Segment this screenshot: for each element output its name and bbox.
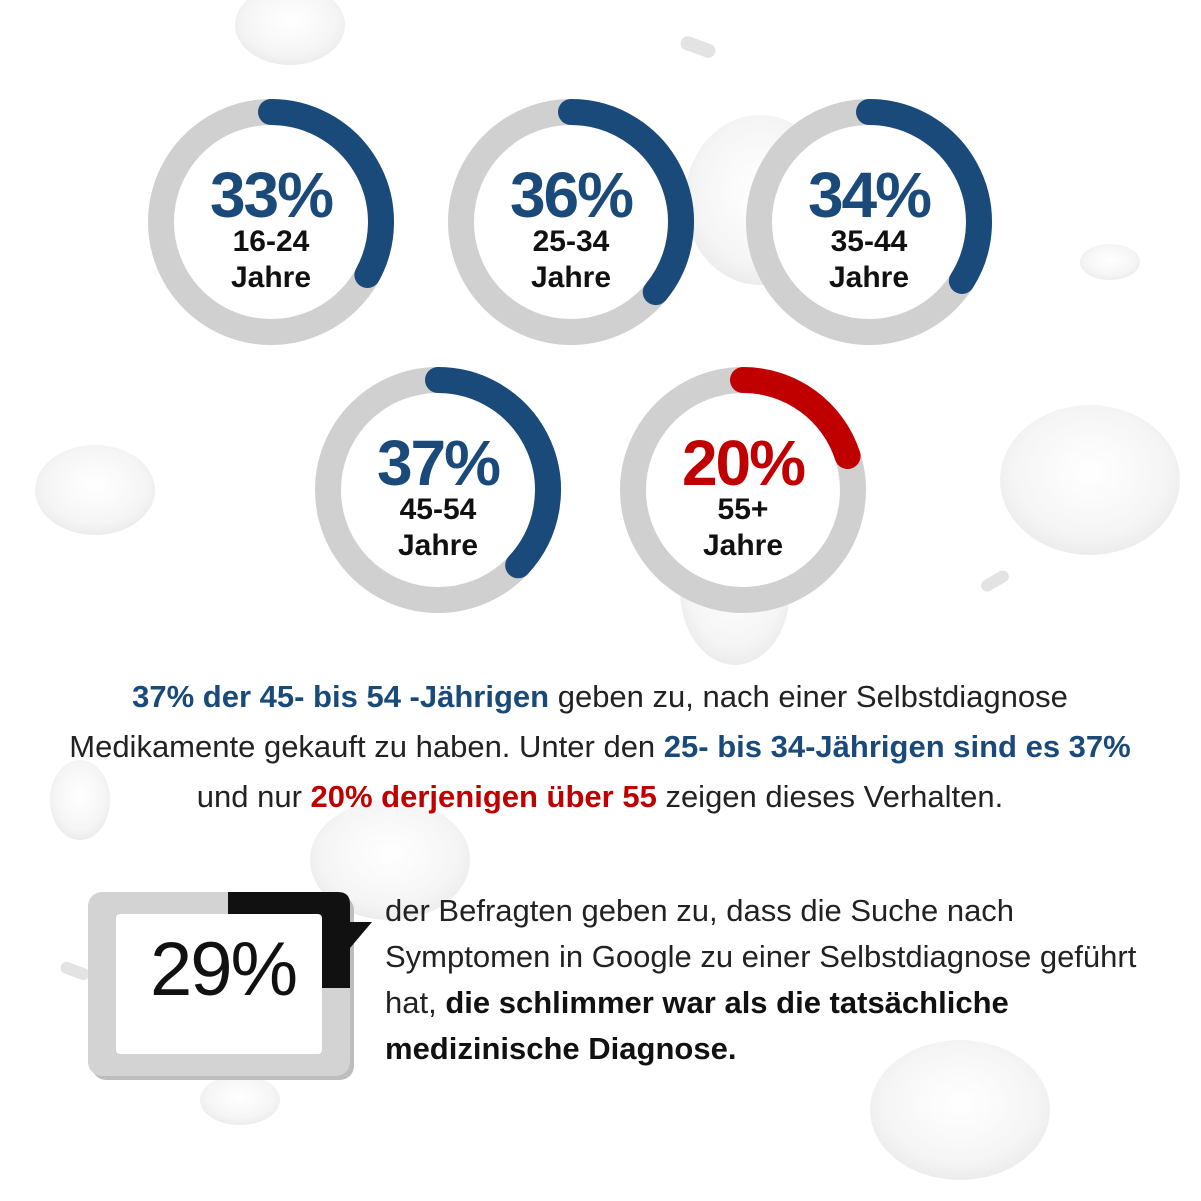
- percentage-label: 36%: [509, 159, 634, 231]
- highlight-45-54: 37% der 45- bis 54 -Jährigen: [132, 679, 550, 714]
- ring-chart-55-plus: 20% 55+ Jahre: [617, 364, 869, 616]
- age-group-label: 16-24: [232, 225, 310, 258]
- age-unit-label: Jahre: [828, 261, 910, 294]
- age-group-label: 25-34: [532, 225, 610, 258]
- donut-ring-35-44: [746, 99, 992, 345]
- monitor-frame-icon: [88, 892, 372, 1080]
- blood-cell-shapes: [35, 0, 1180, 1180]
- stat-description: der Befragten geben zu, dass die Suche n…: [385, 888, 1165, 1072]
- age-unit-label: Jahre: [530, 261, 612, 294]
- ring-arc-value: [258, 99, 394, 288]
- stat-text-bold: die schlimmer war als die tatsächliche m…: [385, 985, 1009, 1066]
- percentage-label: 37%: [376, 427, 501, 499]
- ring-chart-25-34: 36% 25-34 Jahre: [445, 96, 697, 348]
- percentage-label: 20%: [681, 427, 806, 499]
- highlight-55-plus: 20% derjenigen über 55: [310, 779, 657, 814]
- ring-arc-value: [558, 99, 694, 306]
- summary-text: zeigen dieses Verhalten.: [656, 779, 1004, 814]
- summary-text: geben zu, nach einer Selbstdiagnose Medi…: [69, 679, 1068, 764]
- donut-ring-16-24: [148, 99, 394, 345]
- summary-text: und nur: [196, 779, 311, 814]
- ring-arc-value: [425, 367, 561, 579]
- ring-chart-45-54: 37% 45-54 Jahre: [312, 364, 564, 616]
- highlight-25-34: 25- bis 34-Jährigen sind es 37%: [663, 729, 1131, 764]
- ring-chart-35-44: 34% 35-44 Jahre: [743, 96, 995, 348]
- percentage-label: 33%: [209, 159, 334, 231]
- age-unit-label: Jahre: [230, 261, 312, 294]
- percentage-label: 34%: [807, 159, 932, 231]
- stat-text-regular: der Befragten geben zu, dass die Suche n…: [385, 893, 1137, 1020]
- ring-arc-value: [730, 367, 861, 470]
- age-group-label: 35-44: [830, 225, 908, 258]
- summary-paragraph: 37% der 45- bis 54 -Jährigen geben zu, n…: [60, 672, 1140, 822]
- age-group-label: 45-54: [399, 493, 477, 526]
- donut-ring-25-34: [448, 99, 694, 345]
- stat-box: 29%: [88, 888, 378, 1084]
- ring-chart-16-24: 33% 16-24 Jahre: [145, 96, 397, 348]
- pill-shapes: [60, 36, 1009, 981]
- donut-ring-45-54: [315, 367, 561, 613]
- age-unit-label: Jahre: [397, 529, 479, 562]
- donut-ring-55-plus: [620, 367, 866, 613]
- age-group-label: 55+: [717, 493, 769, 526]
- ring-arc-value: [856, 99, 992, 294]
- stat-value: 29%: [149, 927, 298, 1012]
- age-unit-label: Jahre: [702, 529, 784, 562]
